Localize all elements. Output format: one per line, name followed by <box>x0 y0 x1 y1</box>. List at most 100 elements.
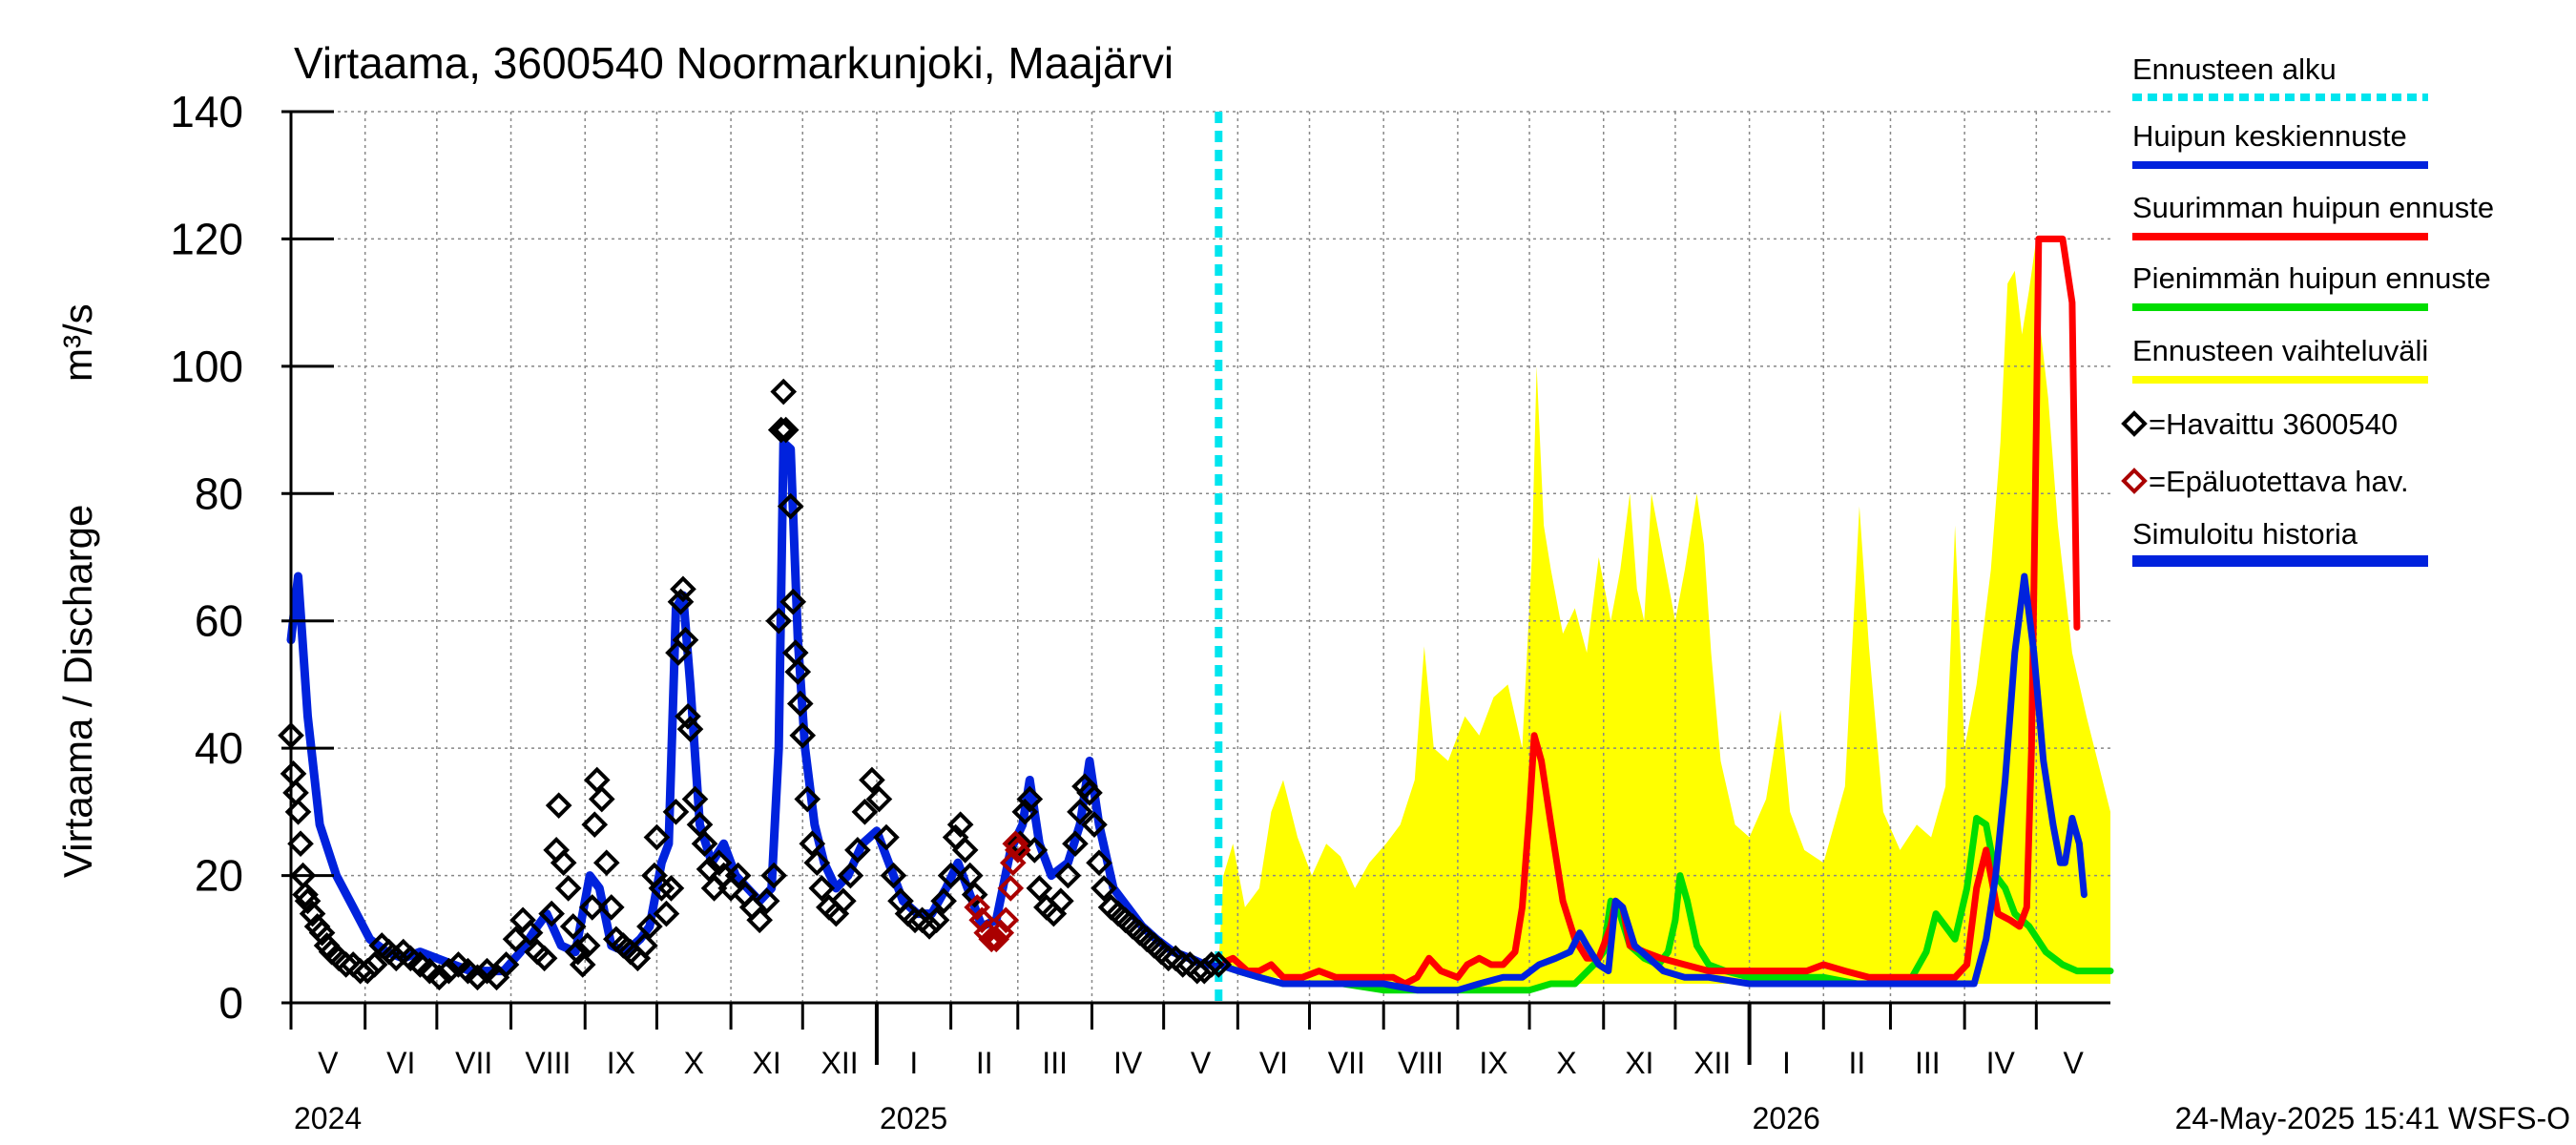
x-tick-label-year: 2026 <box>1753 1101 1820 1135</box>
legend-label-6: =Epäluotettava hav. <box>2149 465 2409 498</box>
x-tick-label-month: IV <box>1986 1046 2016 1080</box>
legend-label-4: Ennusteen vaihteluväli <box>2132 334 2428 367</box>
observation-point <box>1197 951 1225 978</box>
observation-point <box>880 862 907 889</box>
observation-point <box>516 919 544 947</box>
x-tick-label-month: V <box>2063 1046 2084 1080</box>
observation-point <box>657 875 685 902</box>
y-tick-label: 40 <box>195 723 243 773</box>
observation-point <box>956 862 984 889</box>
x-tick-label-month: XII <box>1693 1046 1731 1080</box>
observation-point <box>851 799 879 825</box>
observation-point <box>767 416 795 444</box>
observation-point <box>873 823 900 851</box>
observation-point <box>1081 811 1108 839</box>
legend-label-0: Ennusteen alku <box>2132 52 2337 86</box>
legend-marker-6 <box>2121 468 2148 494</box>
observation-point <box>786 690 814 718</box>
x-tick-label-month: V <box>1191 1046 1212 1080</box>
observation-point <box>332 951 360 978</box>
observation-point <box>1169 951 1196 978</box>
observation-point <box>746 906 773 934</box>
x-tick-label-month: III <box>1042 1046 1068 1080</box>
observation-point <box>784 658 812 685</box>
observation-point <box>789 721 817 749</box>
observation-point <box>538 900 565 927</box>
observation-point <box>1007 830 1034 858</box>
observation-point <box>581 811 609 839</box>
observation-point <box>686 811 714 839</box>
legend: Ennusteen alku Huipun keskiennuste Suurimm… <box>2121 52 2494 567</box>
y-tick-label: 80 <box>195 468 243 518</box>
unreliable-observation-point <box>1002 830 1029 858</box>
unreliable-observation-point <box>997 875 1025 902</box>
y-tick-label: 60 <box>195 596 243 646</box>
observation-point <box>653 900 680 927</box>
x-tick-label-month: IX <box>607 1046 635 1080</box>
x-tick-label-month: X <box>684 1046 704 1080</box>
legend-label-5: =Havaittu 3600540 <box>2149 407 2398 441</box>
observation-point <box>923 906 950 934</box>
observation-point <box>299 900 326 927</box>
observation-point <box>705 849 733 877</box>
legend-label-3: Pienimmän huipun ennuste <box>2132 261 2491 295</box>
observation-point <box>859 766 885 794</box>
observation-point <box>583 766 611 794</box>
observation-point <box>675 702 701 730</box>
unreliable-observation-point <box>978 926 1006 953</box>
x-tick-label-month: IV <box>1113 1046 1143 1080</box>
observation-point <box>1016 785 1044 813</box>
observation-point <box>760 862 788 889</box>
observation-point <box>837 862 864 889</box>
legend-label-1: Huipun keskiennuste <box>2132 119 2407 153</box>
y-tick-label: 100 <box>170 342 243 391</box>
observation-point <box>779 588 807 615</box>
observation-point <box>1062 830 1089 858</box>
observation-point <box>662 799 690 825</box>
observation-point <box>1048 887 1074 915</box>
observation-point <box>830 887 857 915</box>
observation-point <box>573 932 601 959</box>
y-axis-label: Virtaama / Discharge <box>55 505 100 878</box>
observation-point <box>435 957 463 985</box>
observation-point <box>280 760 307 787</box>
observation-point <box>282 780 309 806</box>
observation-point <box>643 823 671 851</box>
observation-point <box>794 785 821 813</box>
x-tick-label-month: VI <box>1259 1046 1288 1080</box>
observation-point <box>308 919 336 947</box>
unreliable-observation-point <box>964 894 991 921</box>
observation-point <box>1154 945 1182 972</box>
observation-point <box>545 792 572 820</box>
observation-point <box>588 785 615 813</box>
observation-point <box>946 811 974 839</box>
y-axis-unit: m³/s <box>55 303 100 382</box>
observation-point <box>691 830 718 858</box>
x-tick-label-month: IX <box>1479 1046 1507 1080</box>
observation-point <box>1021 837 1049 864</box>
observation-point <box>770 378 798 406</box>
observation-point <box>592 849 620 877</box>
observation-point <box>464 964 491 991</box>
legend-label-2: Suurimman huipun ennuste <box>2132 191 2494 224</box>
x-tick-label-month: V <box>318 1046 339 1080</box>
observation-point <box>808 875 836 902</box>
observation-point <box>681 785 709 813</box>
observation-point <box>578 894 606 921</box>
x-tick-label-month: I <box>1782 1046 1791 1080</box>
observation-point <box>569 951 596 978</box>
observation-point <box>777 492 804 520</box>
observation-point <box>1067 799 1093 825</box>
x-tick-label-month: VII <box>1328 1046 1365 1080</box>
observation-point <box>951 837 979 864</box>
x-tick-label-year: 2024 <box>294 1101 362 1135</box>
observation-point <box>803 849 831 877</box>
observation-point <box>559 913 587 940</box>
forecast-range-band <box>1218 239 2110 990</box>
observation-point <box>597 894 625 921</box>
observation-point <box>1076 780 1103 806</box>
y-tick-label: 120 <box>170 214 243 263</box>
observation-point <box>930 887 957 915</box>
